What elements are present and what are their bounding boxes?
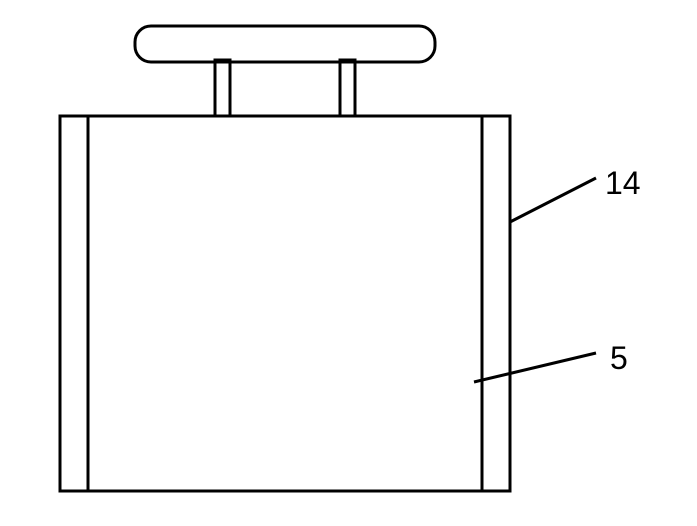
schematic-diagram — [0, 0, 697, 526]
main-body — [60, 116, 510, 491]
label-5: 5 — [610, 340, 628, 377]
cap-shape — [135, 26, 435, 62]
label-14: 14 — [605, 165, 641, 202]
leader-line-14 — [510, 178, 596, 222]
right-post — [340, 60, 355, 116]
left-post — [215, 60, 230, 116]
leader-line-5 — [474, 353, 596, 382]
